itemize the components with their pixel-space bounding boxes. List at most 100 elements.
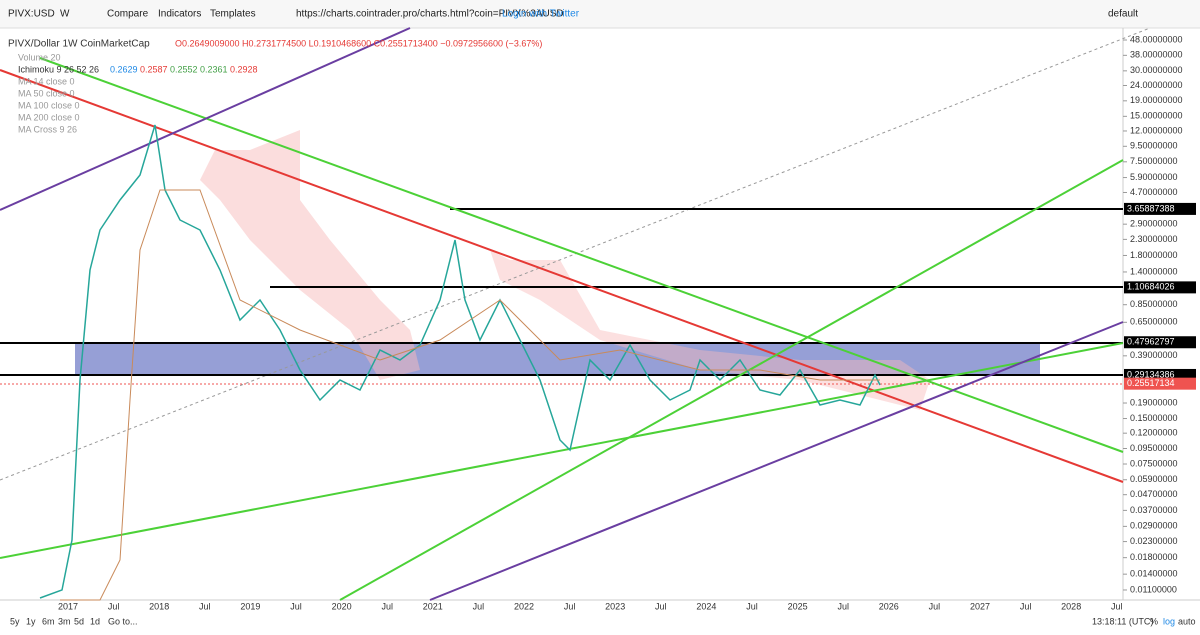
study-label[interactable]: MA 14 close 0 (18, 76, 75, 86)
time-label: Jul (929, 601, 941, 611)
price-label: 0.09500000 (1130, 443, 1178, 453)
auto-toggle[interactable]: auto (1178, 616, 1196, 626)
study-label[interactable]: MA 50 close 0 (18, 88, 75, 98)
study-label[interactable]: MA 200 close 0 (18, 112, 80, 122)
study-value: 0.2552 (170, 64, 198, 74)
templates[interactable]: Templates (210, 9, 256, 20)
range-button[interactable]: 5d (74, 616, 84, 626)
time-axis: 2017 Jul 2018 Jul 2019 Jul 2020 Jul 2021 Jul 2022 J… (58, 601, 1123, 611)
login[interactable]: Login with Twitter (502, 9, 580, 20)
time-label: Jul (1020, 601, 1032, 611)
range-button[interactable]: 3m (58, 616, 71, 626)
clock: 13:18:11 (UTC) (1092, 616, 1153, 626)
price-tag-label: 0.47962797 (1127, 337, 1175, 347)
price-label: 0.19000000 (1130, 397, 1178, 407)
plot (0, 27, 1151, 601)
time-label: 2025 (788, 601, 808, 611)
price-label: 1.80000000 (1130, 250, 1178, 260)
study-value: 0.2629 (110, 64, 138, 74)
time-label: 2023 (605, 601, 625, 611)
legend-ohlc: O0.2649009000 H0.2731774500 L0.191046860… (175, 38, 542, 48)
price-label: 0.02900000 (1130, 521, 1178, 531)
time-label: 2018 (149, 601, 169, 611)
price-tag (1124, 377, 1196, 390)
range-button[interactable]: 1d (90, 616, 100, 626)
price-axis: 48.00000000 38.00000000 30.00000000 24.0000… (1123, 34, 1196, 594)
time-label: 2028 (1061, 601, 1081, 611)
percent-toggle[interactable]: % (1150, 616, 1158, 626)
price-label: 24.00000000 (1130, 80, 1183, 90)
price-label: 0.01100000 (1130, 584, 1177, 594)
range-button[interactable]: 5y (10, 616, 20, 626)
time-label: Jul (381, 601, 393, 611)
price-label: 0.03700000 (1130, 505, 1178, 515)
legend-title: PIVX/Dollar 1W CoinMarketCap (8, 39, 150, 50)
study-value: 0.2587 (140, 64, 168, 74)
study-value: 0.2928 (230, 64, 258, 74)
toolbar (0, 0, 1200, 28)
trend-line (0, 342, 1124, 559)
study-label[interactable]: MA Cross 9 26 (18, 124, 77, 134)
time-label: Jul (1111, 601, 1123, 611)
cloud (200, 130, 420, 380)
symbol[interactable]: PIVX:USD (8, 9, 55, 20)
price-label: 0.01400000 (1130, 569, 1178, 579)
price-tag (1124, 281, 1196, 294)
time-label: 2022 (514, 601, 534, 611)
zone (75, 343, 1040, 376)
price-label: 0.65000000 (1130, 317, 1178, 327)
price-label: 0.12000000 (1130, 428, 1178, 438)
time-label: Jul (473, 601, 485, 611)
study-label[interactable]: MA 100 close 0 (18, 100, 80, 110)
layout[interactable]: default (1108, 9, 1138, 20)
study-label[interactable]: Volume 20 (18, 52, 61, 62)
price-tag (1124, 336, 1196, 349)
price-tag (1124, 202, 1196, 215)
range-button[interactable]: 6m (42, 616, 55, 626)
price-label: 0.85000000 (1130, 299, 1178, 309)
price-label: 0.07500000 (1130, 458, 1178, 468)
price-label: 9.50000000 (1130, 141, 1178, 151)
time-label: 2026 (879, 601, 899, 611)
trend-line (429, 321, 1124, 601)
goto[interactable]: Go to... (108, 616, 138, 626)
price-label: 19.00000000 (1130, 95, 1183, 105)
time-label: Jul (564, 601, 576, 611)
time-label: Jul (290, 601, 302, 611)
time-label: 2020 (332, 601, 352, 611)
compare[interactable]: Compare (107, 9, 149, 20)
trend-line (0, 69, 1124, 483)
price-label: 0.39000000 (1130, 350, 1178, 360)
time-label: Jul (108, 601, 120, 611)
time-label: 2021 (423, 601, 443, 611)
price-series (39, 124, 881, 599)
trend-line (0, 27, 1151, 481)
price-tag-label: 0.25517134 (1127, 378, 1175, 388)
study-label[interactable]: Ichimoku 9 26 52 26 (18, 64, 99, 74)
time-label: 2027 (970, 601, 990, 611)
url[interactable]: https://charts.cointrader.pro/charts.htm… (296, 9, 564, 20)
price-label: 30.00000000 (1130, 65, 1183, 75)
price-tag-label: 0.29134386 (1127, 369, 1175, 379)
range-button[interactable]: 1y (26, 616, 36, 626)
price-label: 38.00000000 (1130, 50, 1183, 60)
indicators[interactable]: Indicators (158, 9, 201, 20)
log-toggle[interactable]: log (1163, 616, 1175, 626)
price-label: 7.50000000 (1130, 156, 1178, 166)
price-label: 5.90000000 (1130, 172, 1178, 182)
ma-line (60, 189, 880, 601)
interval[interactable]: W (60, 9, 70, 20)
price-label: 0.04700000 (1130, 489, 1178, 499)
price-label: 0.05900000 (1130, 474, 1178, 484)
time-label: 2017 (58, 601, 78, 611)
price-label: 1.40000000 (1130, 266, 1178, 276)
price-label: 48.00000000 (1130, 34, 1183, 44)
price-label: 0.01800000 (1130, 552, 1178, 562)
price-tag-label: 3.65887388 (1127, 203, 1175, 213)
price-label: 0.15000000 (1130, 413, 1178, 423)
time-label: 2019 (240, 601, 260, 611)
time-label: Jul (746, 601, 758, 611)
legend: Volume 20 Ichimoku 9 26 52 26 MA 14 close … (18, 52, 258, 134)
